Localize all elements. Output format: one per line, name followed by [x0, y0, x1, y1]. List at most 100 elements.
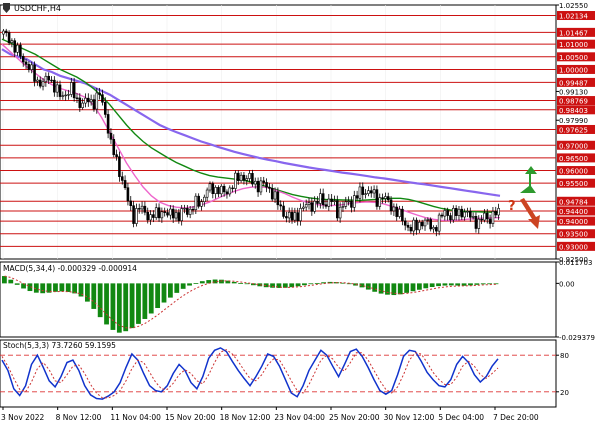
candle-body: [330, 198, 333, 202]
candle-body: [358, 186, 362, 199]
candle-body: [296, 212, 299, 222]
candle-body: [432, 227, 435, 230]
candle-body: [290, 211, 294, 221]
price-level-badge: [557, 105, 595, 115]
macd-bar: [180, 283, 186, 289]
candle-body: [95, 92, 99, 110]
price-tick-label: 1.00500: [559, 54, 588, 62]
price-level-badge: [557, 124, 595, 134]
candle-body: [166, 212, 169, 216]
price-level-badge: [557, 216, 595, 226]
macd-histogram: [2, 276, 499, 333]
macd-pane: 0.011703 0.00 -0.029379 MACD(5,34,4) -0.00…: [0, 259, 595, 342]
candle-body: [78, 97, 82, 108]
candle-body: [347, 200, 350, 203]
candle-body: [222, 185, 226, 193]
candle-body: [183, 208, 186, 210]
macd-bar: [276, 283, 282, 288]
candle-body: [16, 44, 19, 53]
macd-bar: [295, 283, 301, 287]
candle-body: [381, 197, 384, 199]
candle-body: [338, 206, 342, 219]
macd-bar: [353, 283, 358, 286]
macd-bar: [359, 283, 365, 288]
candle-body: [38, 79, 42, 87]
candle-body: [33, 64, 36, 82]
candle-body: [205, 189, 209, 198]
candle-body: [406, 224, 410, 228]
stochastic-title: Stoch(5,3,3) 73.7260 59.1595: [3, 341, 116, 350]
macd-bar: [442, 283, 448, 286]
candle-body: [398, 208, 401, 217]
chart-window-arrow-icon[interactable]: [3, 3, 10, 13]
candle-body: [200, 201, 203, 207]
candle-body: [214, 187, 217, 194]
price-tick-label: 0.97625: [559, 126, 588, 134]
candle-body: [412, 219, 415, 232]
time-tick-label: 25 Nov 20:00: [329, 413, 380, 422]
candle-body: [101, 94, 104, 103]
time-tick-label: 15 Nov 20:00: [165, 413, 216, 422]
macd-bar: [129, 283, 135, 329]
candle-body: [327, 198, 331, 207]
candle-body: [239, 174, 243, 181]
candle-body: [234, 172, 237, 189]
price-tick-label: 0.97000: [559, 142, 588, 150]
candle-body: [186, 208, 189, 215]
time-tick-label: 5 Dec 04:00: [438, 413, 484, 422]
price-level-badge: [557, 27, 595, 37]
macd-tick-label: 0.00: [559, 280, 575, 288]
macd-bar: [321, 282, 327, 284]
price-tick-label: 1.02550: [559, 2, 588, 10]
candle-body: [174, 212, 178, 219]
candle-body: [41, 81, 45, 87]
candle-body: [50, 79, 53, 82]
candle-body: [457, 208, 461, 216]
macd-tick-label: -0.029379: [559, 334, 595, 342]
macd-bar: [14, 283, 20, 285]
candle-body: [106, 114, 110, 134]
macd-bar: [480, 283, 486, 285]
macd-bar: [104, 283, 109, 325]
candle-body: [129, 200, 133, 206]
macd-bar: [448, 283, 454, 286]
candle-body: [2, 30, 5, 35]
macd-bar: [436, 283, 441, 287]
candle-body: [84, 97, 87, 104]
candle-body: [367, 190, 370, 194]
macd-bar: [2, 276, 7, 284]
macd-bar: [231, 281, 237, 284]
macd-bar: [40, 283, 46, 294]
macd-axis: 0.011703 0.00 -0.029379: [556, 259, 595, 342]
macd-bar: [270, 283, 275, 288]
macd-bar: [72, 283, 78, 294]
candle-body: [299, 208, 302, 222]
macd-bar: [168, 283, 173, 298]
candle-body: [395, 206, 399, 217]
price-tick-label: 0.97990: [559, 117, 588, 125]
candle-body: [392, 206, 396, 212]
candle-body: [423, 219, 427, 227]
candle-body: [378, 197, 382, 207]
candle-body: [231, 187, 234, 190]
macd-bar: [257, 283, 263, 287]
price-tick-label: 0.99130: [559, 88, 588, 96]
candle-body: [160, 211, 164, 219]
candle-body: [55, 84, 59, 93]
macd-bar: [27, 283, 33, 292]
moving-average-line: [1, 38, 501, 214]
moving-average-lines: [1, 38, 501, 222]
candle-body: [157, 207, 161, 219]
candle-body: [483, 212, 486, 221]
candle-body: [265, 182, 268, 188]
candle-body: [477, 218, 481, 229]
macd-bar: [397, 283, 403, 295]
macd-bar: [155, 283, 161, 309]
candle-body: [435, 227, 438, 232]
price-level-badge: [557, 206, 595, 216]
time-tick-label: 8 Nov 12:00: [56, 413, 102, 422]
stochastic-levels: [0, 354, 556, 393]
candle-body: [279, 204, 283, 207]
candle-body: [384, 196, 387, 199]
macd-bar: [116, 283, 122, 333]
